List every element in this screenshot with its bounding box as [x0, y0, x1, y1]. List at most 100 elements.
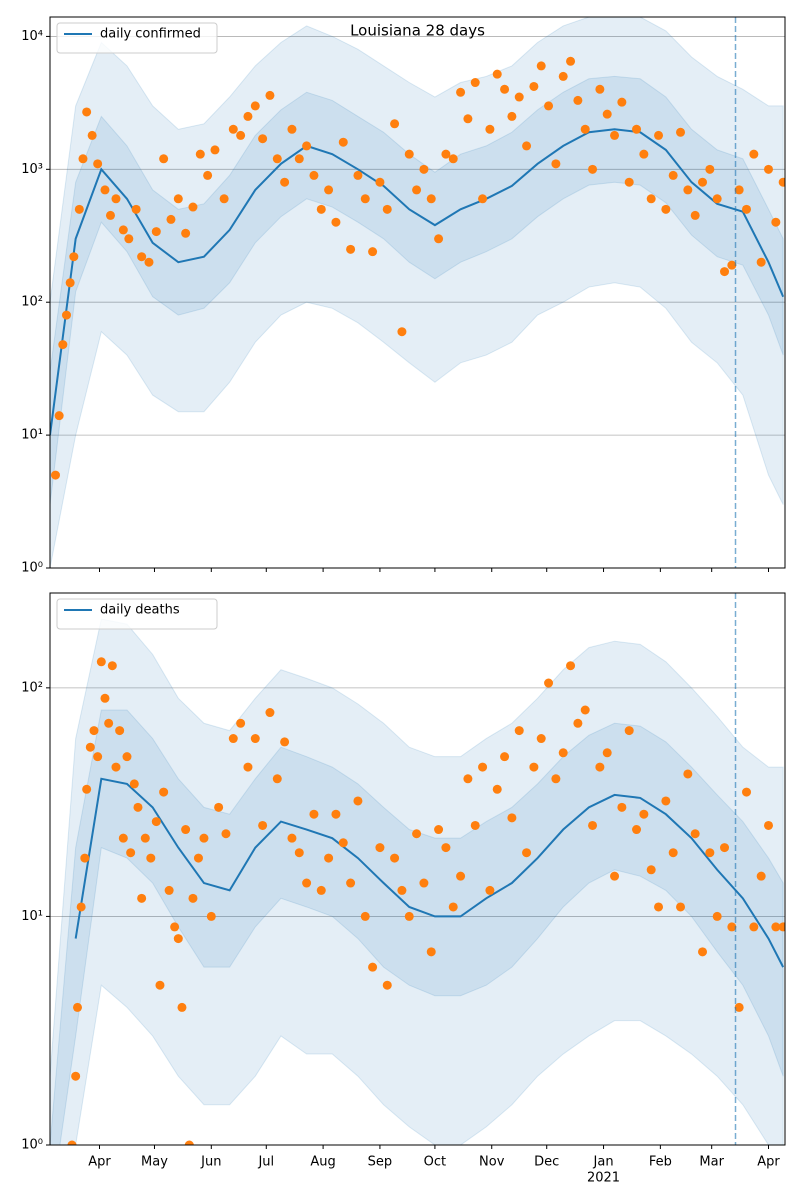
scatter-point [188, 202, 198, 212]
scatter-point [448, 154, 458, 164]
uncertainty-band [50, 618, 784, 1145]
scatter-point [676, 902, 686, 912]
scatter-point [159, 154, 169, 164]
scatter-point [456, 871, 466, 881]
scatter-point [661, 204, 671, 214]
scatter-point [771, 922, 781, 932]
scatter-point [602, 109, 612, 119]
scatter-point [346, 244, 356, 254]
scatter-point [74, 204, 84, 214]
scatter-point [170, 922, 180, 932]
scatter-point [100, 185, 110, 195]
scatter-point [195, 149, 205, 159]
scatter-point [316, 204, 326, 214]
scatter-point [544, 101, 554, 111]
scatter-point [419, 878, 429, 888]
scatter-point [93, 752, 103, 762]
scatter-point [346, 878, 356, 888]
scatter-point [492, 69, 502, 79]
scatter-point [434, 234, 444, 244]
scatter-point [507, 111, 517, 121]
scatter-point [507, 813, 517, 823]
scatter-point [133, 802, 143, 812]
scatter-point [412, 829, 422, 839]
scatter-point [522, 141, 532, 151]
scatter-point [360, 911, 370, 921]
scatter-point [690, 210, 700, 220]
scatter-point [199, 833, 209, 843]
axes-frame [49, 592, 786, 1146]
y-tick-label: 10¹ [21, 909, 43, 924]
scatter-point [78, 154, 88, 164]
scatter-point [397, 327, 407, 337]
scatter-point [470, 78, 480, 88]
scatter-point [302, 141, 312, 151]
x-tick-label: Aug [310, 1155, 335, 1170]
scatter-point [331, 809, 341, 819]
scatter-point [419, 164, 429, 174]
scatter-point [280, 177, 290, 187]
scatter-point [683, 185, 693, 195]
legend: daily deaths [56, 598, 218, 630]
scatter-point [705, 164, 715, 174]
x-tick-label: Jul [257, 1155, 274, 1170]
x-tick-label: Sep [368, 1155, 393, 1170]
scatter-point [206, 911, 216, 921]
scatter-point [639, 149, 649, 159]
scatter-point [122, 752, 132, 762]
scatter-point [441, 843, 451, 853]
scatter-point [96, 657, 106, 667]
scatter-point [324, 185, 334, 195]
scatter-point [115, 726, 125, 736]
scatter-point [720, 843, 730, 853]
y-tick-label: 10² [21, 295, 43, 310]
scatter-point [426, 194, 436, 204]
scatter-point [146, 853, 156, 863]
scatter-point [580, 124, 590, 134]
scatter-point [250, 734, 260, 744]
scatter-point [258, 134, 268, 144]
y-tick-label: 10⁰ [21, 561, 43, 576]
scatter-point [107, 661, 117, 671]
scatter-point [338, 838, 348, 848]
scatter-point [82, 784, 92, 794]
scatter-point [118, 833, 128, 843]
scatter-point [639, 809, 649, 819]
scatter-point [316, 885, 326, 895]
scatter-point [566, 661, 576, 671]
scatter-point [265, 708, 275, 718]
scatter-point [698, 177, 708, 187]
scatter-point [272, 154, 282, 164]
scatter-point [126, 848, 136, 858]
scatter-point [712, 194, 722, 204]
scatter-point [500, 752, 510, 762]
scatter-point [573, 718, 583, 728]
scatter-point [164, 885, 174, 895]
plot-area [50, 618, 785, 1145]
scatter-point [111, 762, 121, 772]
scatter-point [129, 779, 139, 789]
scatter-point [214, 802, 224, 812]
legend-label: daily confirmed [100, 27, 201, 42]
scatter-point [668, 848, 678, 858]
scatter-point [188, 893, 198, 903]
scatter-point [76, 902, 86, 912]
scatter-point [151, 817, 161, 827]
x-tick-label: Feb [649, 1155, 672, 1170]
scatter-point [173, 194, 183, 204]
scatter-point [734, 1002, 744, 1012]
scatter-point [463, 114, 473, 124]
scatter-point [404, 149, 414, 159]
scatter-point [368, 962, 378, 972]
series-line [50, 128, 785, 436]
scatter-point [654, 902, 664, 912]
scatter-point [258, 820, 268, 830]
scatter-point [287, 124, 297, 134]
scatter-point [529, 762, 539, 772]
scatter-point [61, 310, 71, 320]
scatter-point [54, 411, 64, 421]
scatter-point [646, 194, 656, 204]
scatter-point [67, 1140, 77, 1145]
scatter-point [727, 260, 737, 270]
x-tick-label: Apr [88, 1155, 111, 1170]
